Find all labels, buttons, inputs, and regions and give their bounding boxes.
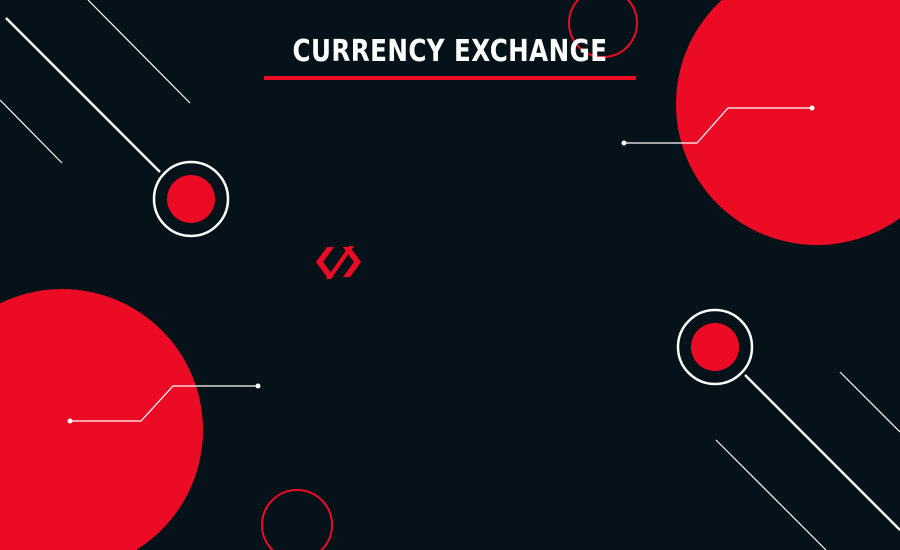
decor-diagonal-line xyxy=(715,439,827,550)
decor-node xyxy=(255,383,261,389)
decor-node xyxy=(67,418,73,424)
decor-diagonal-line xyxy=(0,99,63,164)
decor-large-circle xyxy=(676,0,900,245)
decor-ring xyxy=(152,160,230,238)
code-slash-logo-icon xyxy=(316,246,361,279)
decor-outline-circle xyxy=(568,0,638,58)
decor-connector-line xyxy=(624,107,812,144)
decor-dot xyxy=(691,323,739,371)
banner-title: CURRENCY EXCHANGE xyxy=(292,34,608,69)
decor-connector-line xyxy=(70,385,258,422)
decor-ring xyxy=(676,308,754,386)
decor-diagonal-line xyxy=(839,371,900,433)
decor-node xyxy=(621,140,627,146)
decor-dot xyxy=(167,175,215,223)
decor-large-circle xyxy=(0,289,203,550)
title-underline xyxy=(264,76,636,80)
decor-diagonal-line xyxy=(744,374,900,531)
decor-node xyxy=(809,105,815,111)
decor-outline-circle xyxy=(261,489,333,550)
decor-diagonal-line xyxy=(87,0,191,104)
decor-diagonal-line xyxy=(5,17,161,173)
